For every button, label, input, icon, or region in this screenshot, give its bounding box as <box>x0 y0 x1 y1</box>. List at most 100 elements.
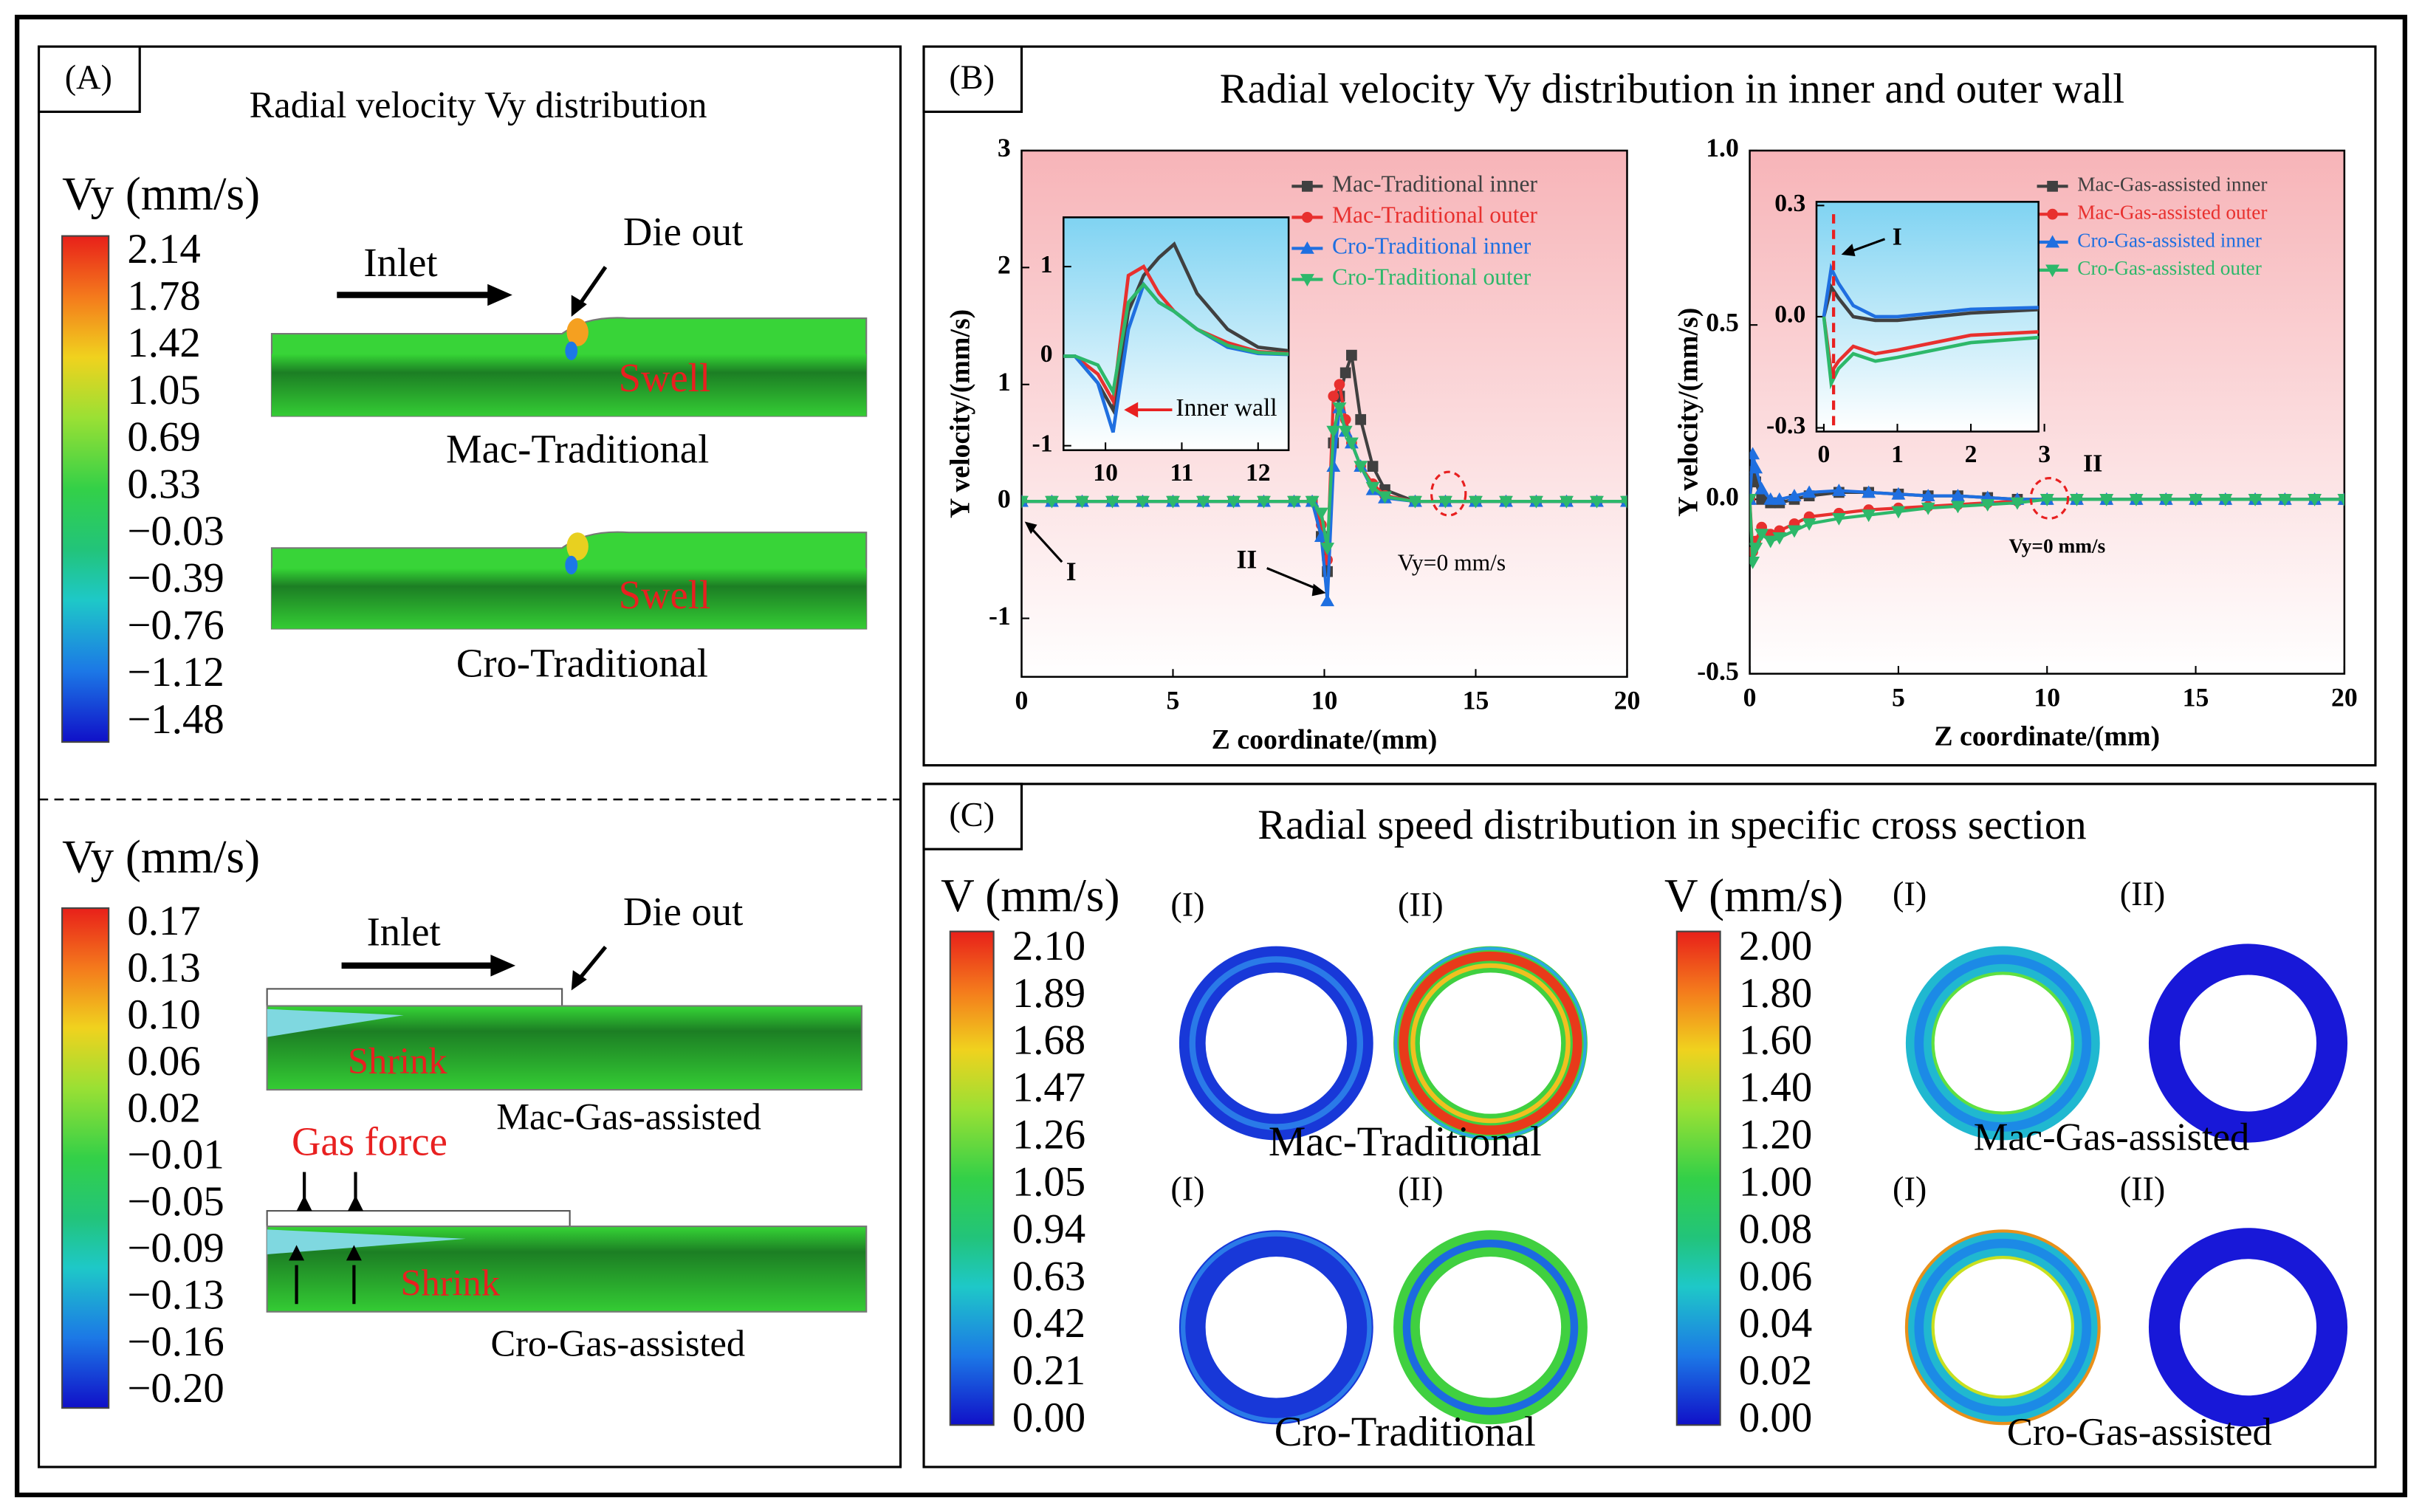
marker <box>1787 525 1802 538</box>
ring-band <box>1394 946 1587 1140</box>
ring-label: (I) <box>1893 876 1927 913</box>
colorbar-label: 0.08 <box>1739 1206 1812 1252</box>
arrowhead <box>571 295 587 317</box>
marker <box>1756 493 1768 505</box>
colorbar-title: Vy (mm/s) <box>62 168 260 220</box>
ring <box>1179 1230 1373 1425</box>
x-axis-label: Z coordinate/(mm) <box>1934 721 2160 752</box>
inset-background <box>1062 216 1290 452</box>
colorbar-label: 1.05 <box>1012 1158 1085 1205</box>
marker <box>1763 492 1778 505</box>
marker <box>1950 489 1965 501</box>
die <box>266 988 563 1007</box>
label-box <box>922 783 1023 850</box>
marker <box>1763 535 1778 549</box>
marker <box>1344 437 1359 450</box>
annotation: I <box>1066 557 1077 586</box>
colorbar-label: 1.80 <box>1739 970 1812 1017</box>
x-axis-label: Z coordinate/(mm) <box>1212 724 1438 755</box>
ring-band <box>1914 1238 2092 1416</box>
figure-border <box>14 14 2408 1498</box>
y-tick-label: 1.0 <box>1706 133 1739 162</box>
marker <box>1408 495 1422 509</box>
marker <box>1320 543 1335 555</box>
inset-line <box>1822 283 2039 323</box>
colorbar-label: 1.20 <box>1739 1112 1812 1158</box>
case-label: Mac-Gas-assisted <box>1974 1116 2250 1159</box>
die <box>266 1210 571 1228</box>
marker <box>2070 493 2084 506</box>
marker <box>1499 495 1513 509</box>
colorbar-title: V (mm/s) <box>941 870 1119 921</box>
ring-band <box>1931 972 2075 1115</box>
marker <box>1021 495 1029 509</box>
legend-label: Cro-Gas-assisted outer <box>2077 257 2262 279</box>
ring-band <box>1402 1239 1579 1415</box>
marker <box>1257 495 1271 509</box>
marker <box>2158 493 2173 506</box>
y-tick-label: -1 <box>989 601 1011 630</box>
colorbar-label: 0.33 <box>127 461 200 507</box>
ring-label: (II) <box>1398 1170 1444 1208</box>
colorbar-label: 0.06 <box>1739 1253 1812 1299</box>
marker <box>2010 497 2025 510</box>
y-axis-label: Y velocity/(mm/s) <box>944 309 975 518</box>
marker <box>1772 492 1787 505</box>
colorbar-label: 0.04 <box>1739 1300 1812 1347</box>
marker <box>1334 379 1345 391</box>
legend-label: Mac-Traditional inner <box>1332 171 1538 197</box>
colorbar-label: 0.00 <box>1739 1395 1812 1441</box>
annotation: Swell <box>619 355 710 400</box>
colorbar-title: V (mm/s) <box>1664 870 1843 921</box>
marker <box>1749 557 1760 569</box>
annotation: Die out <box>623 209 743 254</box>
colorbar-label: 0.42 <box>1012 1300 1085 1347</box>
y-tick-label: 0 <box>1040 340 1053 368</box>
x-tick-label: 10 <box>1311 686 1338 715</box>
marker <box>1802 518 1816 531</box>
ring-band <box>1410 963 1571 1124</box>
x-tick-label: 1 <box>1891 441 1904 468</box>
inset-line <box>1063 281 1289 397</box>
y-tick-label: 1 <box>998 367 1011 396</box>
ring-label: (II) <box>2120 876 2166 913</box>
arrowhead <box>490 955 516 977</box>
marker <box>1529 495 1543 509</box>
panel-b-box <box>922 45 2377 767</box>
y-axis-label: Y velocity/(mm/s) <box>1673 308 1704 517</box>
x-tick-label: 20 <box>1614 686 1641 715</box>
marker <box>1075 495 1089 509</box>
marker <box>1302 212 1313 223</box>
colorbar-label: 0.00 <box>1012 1395 1085 1441</box>
annotation: II <box>2083 450 2102 478</box>
marker <box>1749 461 1763 474</box>
marker <box>1300 274 1314 286</box>
annotation: Die out <box>623 889 743 934</box>
marker <box>2308 493 2322 506</box>
marker <box>1831 512 1846 526</box>
panel-label: (C) <box>949 797 995 834</box>
arrowhead <box>571 970 587 991</box>
marker <box>1749 494 1757 506</box>
marker <box>1166 495 1180 509</box>
panel-title: Radial velocity Vy distribution in inner… <box>1220 66 2124 112</box>
marker <box>1320 594 1335 607</box>
ring-band <box>1189 956 1364 1130</box>
marker <box>1339 367 1351 379</box>
ring-label: (II) <box>2120 1170 2166 1208</box>
case-label: Cro-Traditional <box>1275 1409 1536 1455</box>
x-tick-label: 10 <box>2034 683 2060 712</box>
ring-label: (I) <box>1893 1170 1927 1208</box>
y-tick-label: 0.5 <box>1706 307 1739 337</box>
case-label: Mac-Gas-assisted <box>496 1096 761 1138</box>
annotation: Inlet <box>367 909 441 954</box>
marker <box>1300 241 1314 254</box>
colorbar-label: 0.69 <box>127 414 200 461</box>
marker <box>2047 208 2058 220</box>
y-tick-label: -0.3 <box>1766 412 1805 439</box>
marker <box>1227 495 1241 509</box>
marker <box>2218 493 2233 506</box>
marker <box>1302 180 1313 192</box>
marker <box>1196 495 1210 509</box>
x-tick-label: 15 <box>1463 686 1489 715</box>
